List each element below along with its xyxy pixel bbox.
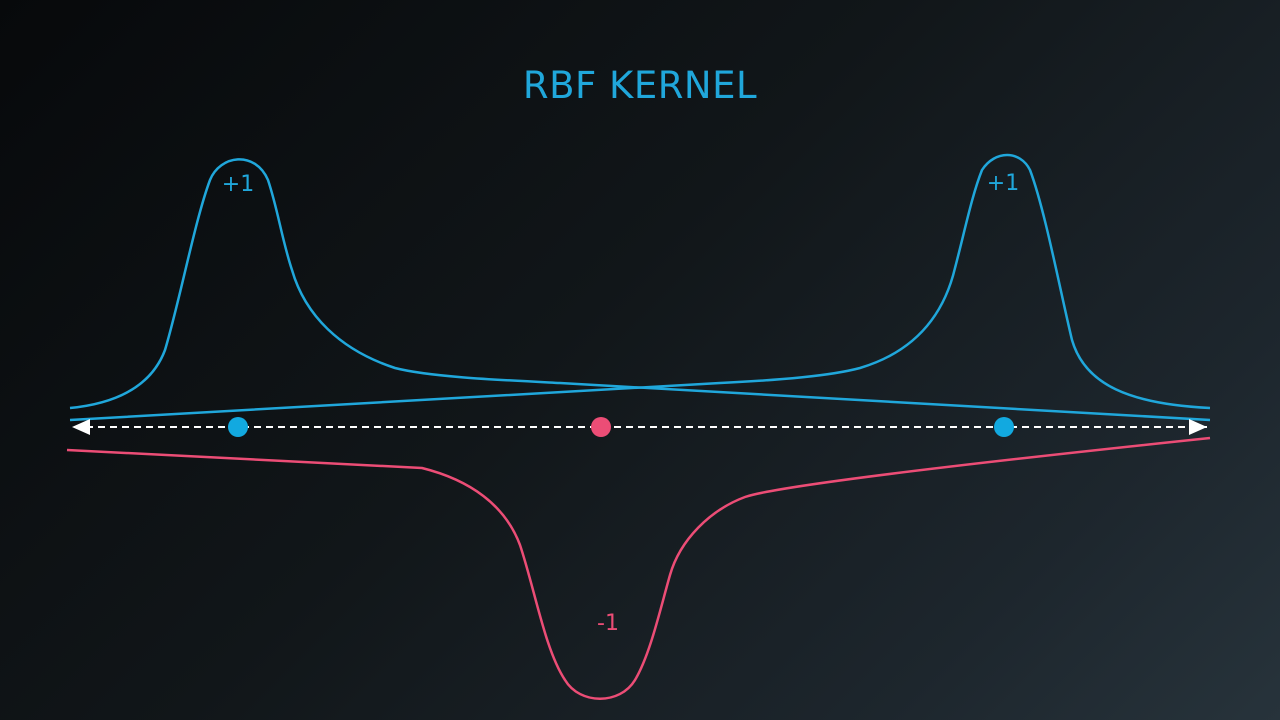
rbf-curve-right-positive (69, 153, 1211, 422)
peak-label-left: +1 (222, 172, 254, 197)
diagram-title: RBF KERNEL (522, 64, 758, 107)
peak-label-right: +1 (987, 171, 1019, 196)
rbf-curve-negative (66, 436, 1211, 700)
rbf-curve-left-positive (69, 158, 1211, 422)
trough-label: -1 (597, 611, 619, 636)
data-point-positive-left (228, 417, 248, 437)
data-point-negative-center (591, 417, 611, 437)
data-point-positive-right (994, 417, 1014, 437)
